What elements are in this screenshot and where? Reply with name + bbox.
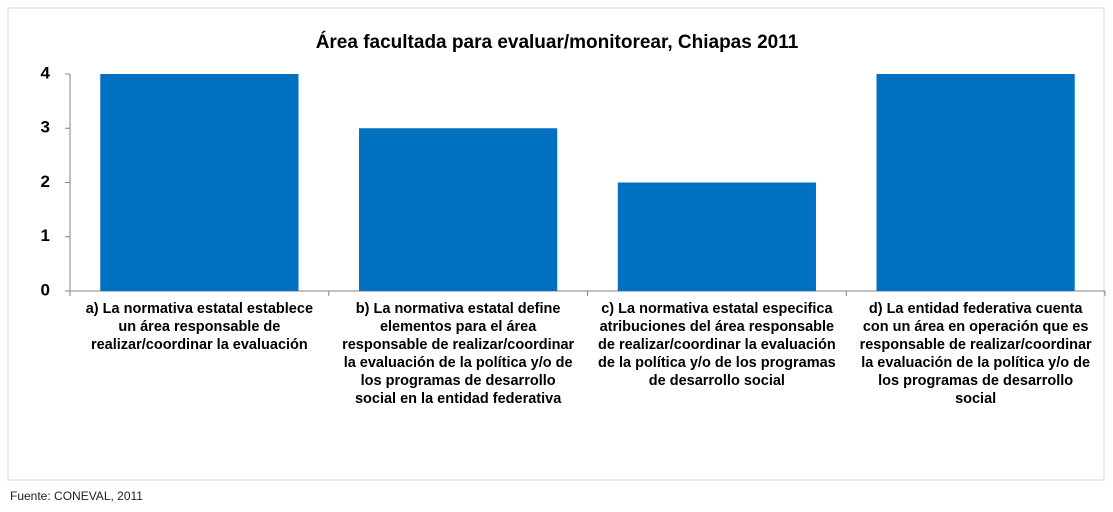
bar [617, 182, 816, 291]
source-note: Fuente: CONEVAL, 2011 [10, 489, 143, 503]
bar [100, 74, 299, 291]
y-tick-label: 4 [41, 63, 51, 82]
bar [359, 128, 558, 291]
y-tick-label: 2 [41, 172, 50, 191]
x-tick-label: a) La normativa estatal establece un áre… [85, 301, 314, 353]
x-tick-label: b) La normativa estatal define elementos… [342, 301, 575, 407]
x-tick-label: d) La entidad federativa cuenta con un á… [859, 301, 1092, 407]
y-tick-label: 1 [41, 226, 50, 245]
y-tick-label: 0 [41, 280, 50, 299]
y-tick-label: 3 [41, 118, 50, 137]
chart-border [7, 7, 1105, 481]
x-tick-label: c) La normativa estatal especifica atrib… [598, 301, 836, 389]
chart-title: Área facultada para evaluar/monitorear, … [316, 31, 799, 53]
bar [876, 74, 1075, 291]
